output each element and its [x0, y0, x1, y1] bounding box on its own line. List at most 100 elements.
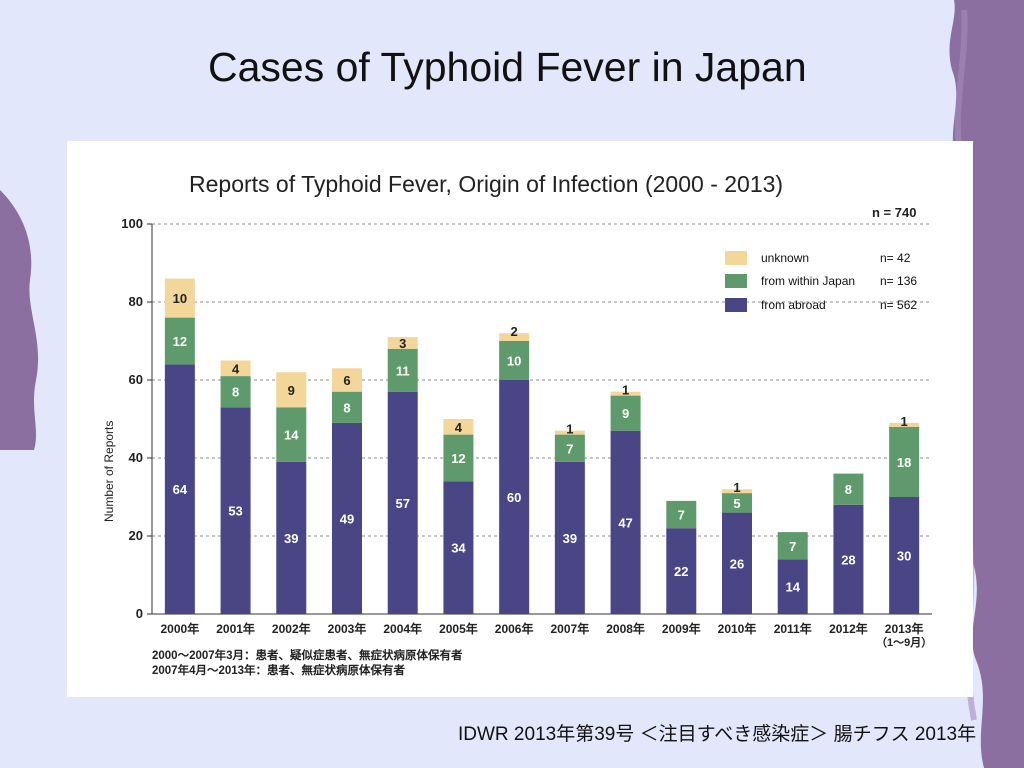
- legend-count: n= 42: [880, 251, 911, 265]
- y-tick-label: 100: [121, 216, 143, 231]
- bar-segment: [387, 348, 418, 392]
- data-label: 22: [674, 564, 688, 579]
- data-label: 14: [785, 580, 800, 595]
- x-tick-label: 2009年: [662, 621, 701, 636]
- y-tick-label: 40: [129, 450, 143, 465]
- y-tick-label: 0: [136, 606, 143, 621]
- bar-segment: [220, 376, 251, 408]
- x-tick-label: 2010年: [718, 621, 757, 636]
- data-label: 3: [399, 336, 406, 351]
- x-tick-label: 2007年: [551, 621, 590, 636]
- data-label: 26: [730, 556, 744, 571]
- x-tick-label: 2004年: [383, 621, 422, 636]
- bar-segment: [276, 407, 307, 462]
- legend-count: n= 562: [880, 298, 918, 312]
- bar-segment: [889, 426, 920, 497]
- bar-segment: [443, 434, 474, 482]
- data-label: 30: [897, 549, 911, 564]
- bar-segment: [722, 489, 752, 494]
- data-label: 7: [566, 441, 573, 456]
- x-tick-label: 2003年: [328, 621, 367, 636]
- data-label: 2: [511, 324, 518, 339]
- data-label: 4: [232, 361, 240, 376]
- footnote-1: 2000〜2007年3月：患者、疑似症患者、無症状病原体保有者: [152, 650, 463, 662]
- x-tick-label: 2005年: [439, 621, 478, 636]
- bar-segment: [889, 422, 920, 427]
- bar-segment: [276, 372, 307, 408]
- bar-segment: [164, 278, 195, 318]
- bar-segment: [499, 380, 530, 614]
- bar-segment: [499, 333, 530, 341]
- legend-item-within-japan: from within Japan n= 136: [725, 274, 965, 290]
- data-label: 4: [455, 420, 463, 435]
- bar-segment: [722, 493, 752, 513]
- bar-segment: [666, 500, 697, 529]
- legend-item-unknown: unknown n= 42: [725, 251, 965, 267]
- bar-segment: [610, 391, 641, 396]
- source-citation: IDWR 2013年第39号 ＜注目すべき感染症＞ 腸チフス 2013年: [458, 724, 977, 745]
- chart-title: Reports of Typhoid Fever, Origin of Infe…: [189, 171, 784, 197]
- bar-segment: [276, 461, 307, 614]
- x-tick-label: 2001年: [216, 621, 255, 636]
- x-tick-sublabel: （1〜9月）: [876, 636, 932, 649]
- data-label: 34: [451, 541, 466, 556]
- legend-swatch-within-japan: [725, 274, 747, 288]
- bar-segment: [443, 419, 474, 435]
- data-label: 28: [841, 552, 855, 567]
- x-tick-label: 2000年: [161, 621, 200, 636]
- bar-segment: [777, 559, 808, 614]
- data-label: 12: [173, 334, 187, 349]
- data-label: 60: [507, 490, 521, 505]
- bar-segment: [722, 512, 752, 614]
- bar-segment: [499, 341, 530, 380]
- legend-label: from within Japan: [761, 274, 856, 288]
- y-tick-label: 80: [129, 294, 143, 309]
- y-tick-label: 60: [129, 372, 143, 387]
- decorative-brush-stroke-left: [0, 190, 39, 450]
- bar-segment: [833, 504, 864, 614]
- x-tick-label: 2008年: [606, 621, 645, 636]
- legend-label: from abroad: [761, 298, 826, 312]
- chart-panel: 0 20 40 60 80 100 64 12 10 2000年 53 8 4 2001年 39 14 9 200…: [67, 141, 973, 697]
- bar-segment: [554, 430, 585, 435]
- slide-title: Cases of Typhoid Fever in Japan: [208, 44, 807, 90]
- data-label: 12: [451, 451, 465, 466]
- legend-label: unknown: [761, 251, 810, 265]
- bar-segment: [889, 497, 920, 614]
- data-label: 39: [563, 531, 577, 546]
- data-label: 8: [845, 482, 852, 497]
- data-label: 1: [622, 383, 629, 398]
- data-label: 6: [343, 373, 350, 388]
- x-tick-label: 2006年: [495, 621, 534, 636]
- bar-segment: [610, 395, 641, 431]
- data-label: 1: [901, 414, 908, 429]
- bar-segment: [554, 434, 585, 462]
- data-label: 53: [228, 504, 242, 519]
- data-label: 39: [284, 531, 298, 546]
- bar-segment: [387, 391, 418, 614]
- bar-segment: [332, 368, 362, 392]
- bar-segment: [777, 532, 808, 560]
- data-label: 7: [678, 508, 685, 523]
- bar-segment: [164, 317, 195, 365]
- bar-segment: [332, 391, 362, 423]
- bar-segment: [164, 364, 195, 614]
- legend-swatch-abroad: [725, 298, 747, 312]
- data-label: 57: [395, 496, 409, 511]
- x-tick-label: 2002年: [272, 621, 311, 636]
- data-label: 7: [789, 539, 796, 554]
- bar-segment: [220, 360, 251, 377]
- legend-item-abroad: from abroad n= 562: [725, 298, 965, 314]
- data-label: 1: [566, 422, 573, 437]
- total-count: n = 740: [872, 205, 917, 220]
- y-tick-label: 20: [129, 528, 143, 543]
- bar-segment: [443, 481, 474, 614]
- bar-segment: [387, 337, 418, 349]
- legend-count: n= 136: [880, 274, 918, 288]
- bar-segment: [610, 430, 641, 614]
- stacked-bar-chart: 0204060801006412102000年53842001年39149200…: [121, 216, 932, 649]
- data-label: 8: [343, 400, 350, 415]
- data-label: 1: [733, 480, 740, 495]
- footnote-2: 2007年4月〜2013年：患者、無症状病原体保有者: [152, 665, 406, 677]
- bar-segment: [220, 407, 251, 614]
